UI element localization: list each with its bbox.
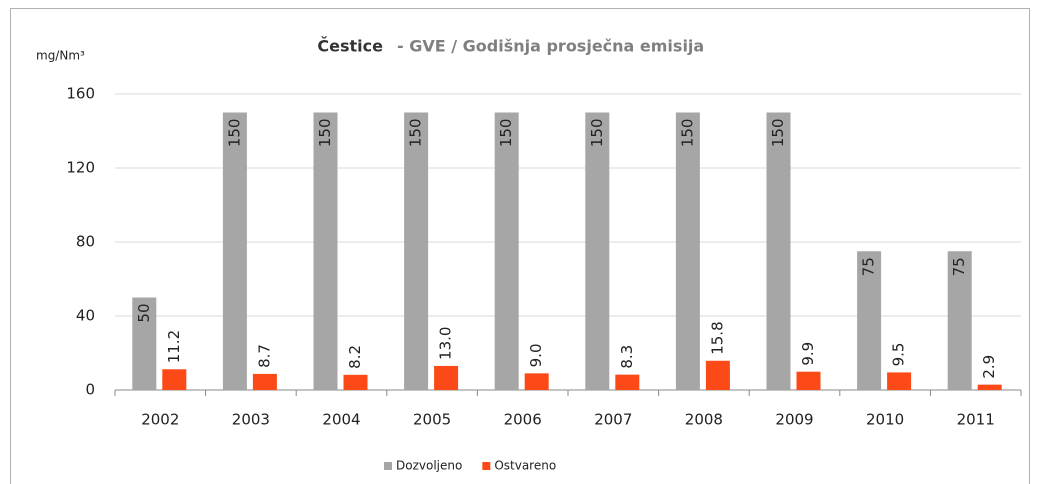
data-label: 50 (135, 304, 153, 323)
y-tick-label: 120 (66, 159, 95, 177)
data-label: 150 (769, 119, 787, 148)
data-label: 150 (407, 119, 425, 148)
data-label: 9.9 (799, 342, 817, 366)
data-label: 15.8 (708, 321, 726, 354)
bar (947, 251, 972, 390)
y-axis-label: mg/Nm³ (36, 49, 85, 63)
bar (222, 112, 247, 390)
data-label: 75 (860, 257, 878, 276)
bar (252, 373, 277, 390)
y-tick-label: 160 (66, 85, 95, 103)
bar (162, 369, 187, 390)
x-tick-label: 2002 (141, 411, 179, 429)
data-label: 150 (225, 119, 243, 148)
x-tick-label: 2004 (322, 411, 360, 429)
data-label: 150 (678, 119, 696, 148)
legend-label: Dozvoljeno (396, 459, 462, 473)
data-label: 150 (497, 119, 515, 148)
bar (524, 373, 549, 390)
bar (494, 112, 519, 390)
data-label: 11.2 (165, 330, 183, 363)
chart-frame (10, 8, 1030, 484)
x-tick-label: 2008 (685, 411, 723, 429)
bar (766, 112, 791, 390)
x-tick-label: 2006 (504, 411, 542, 429)
x-tick-label: 2011 (957, 411, 995, 429)
data-label: 9.0 (527, 343, 545, 367)
y-tick-label: 40 (76, 307, 95, 325)
bar (313, 112, 338, 390)
data-label: 150 (588, 119, 606, 148)
chart-title: Čestice (317, 37, 383, 56)
x-tick-label: 2003 (232, 411, 270, 429)
data-label: 8.3 (618, 345, 636, 369)
x-tick-label: 2007 (594, 411, 632, 429)
x-tick-label: 2009 (775, 411, 813, 429)
data-label: 9.5 (890, 343, 908, 367)
bar (977, 384, 1002, 390)
bar (705, 360, 730, 390)
chart-subtitle: - GVE / Godišnja prosječna emisija (397, 37, 704, 56)
legend-label: Ostvareno (494, 459, 556, 473)
bar (132, 297, 157, 390)
bar (585, 112, 610, 390)
legend-swatch (482, 462, 491, 470)
data-label: 75 (950, 257, 968, 276)
data-label: 8.2 (346, 345, 364, 369)
data-label: 8.7 (255, 344, 273, 368)
legend-swatch (384, 462, 392, 470)
x-tick-label: 2005 (413, 411, 451, 429)
bar (615, 374, 640, 390)
data-label: 150 (316, 119, 334, 148)
bar (796, 371, 821, 390)
y-tick-label: 0 (85, 381, 95, 399)
bar (404, 112, 429, 390)
data-label: 13.0 (437, 327, 455, 360)
bar (857, 251, 882, 390)
x-tick-label: 2010 (866, 411, 904, 429)
bar (343, 374, 368, 390)
bar (675, 112, 700, 390)
data-label: 2.9 (980, 355, 998, 379)
bar (434, 365, 459, 390)
y-tick-label: 80 (76, 233, 95, 251)
bar (887, 372, 912, 390)
